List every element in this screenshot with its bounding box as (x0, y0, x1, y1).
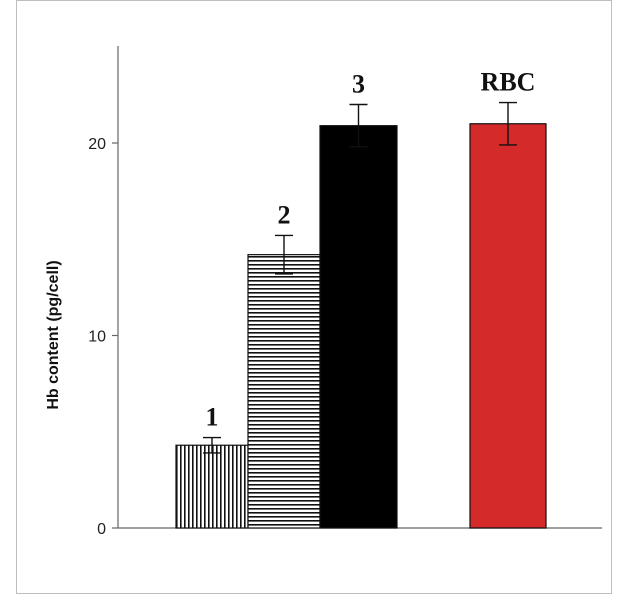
y-tick-label: 10 (88, 329, 106, 346)
bar-2 (247, 254, 321, 529)
bar-label: RBC (481, 68, 536, 97)
y-tick-label: 0 (97, 521, 106, 538)
bar-label: 2 (278, 200, 291, 229)
bar-rbc (469, 123, 547, 529)
bar-1 (175, 444, 249, 529)
y-axis-title: Hb content (pg/cell) (45, 260, 62, 409)
bar-label: 3 (352, 70, 365, 99)
bar-label: 1 (206, 403, 219, 432)
y-tick-label: 20 (88, 136, 106, 153)
bar-3 (319, 125, 398, 529)
